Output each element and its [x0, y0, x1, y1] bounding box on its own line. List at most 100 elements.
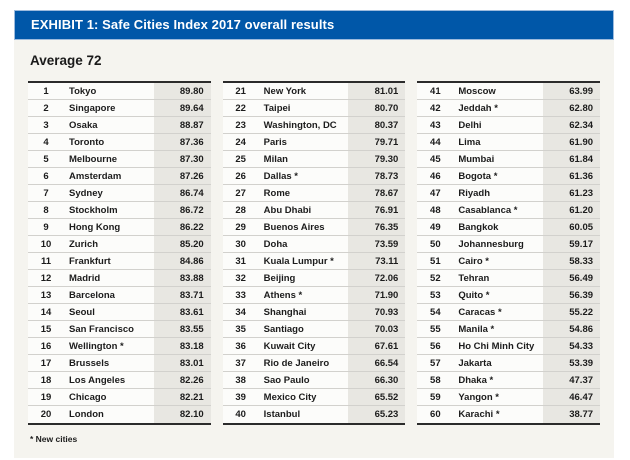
rank-cell: 17: [40, 357, 52, 369]
rank-cell: 51: [430, 255, 441, 267]
table-row: 45 Mumbai 61.84: [417, 151, 601, 168]
score-cell: 67.61: [348, 338, 406, 354]
score-cell: 66.30: [348, 372, 406, 388]
rank-cell: 60: [430, 409, 441, 420]
table-row: 34 Shanghai 70.93: [222, 304, 406, 321]
rank-cell: 27: [235, 187, 246, 199]
score-cell: 84.86: [153, 253, 211, 269]
table-row: 19 Chicago 82.21: [28, 389, 211, 406]
city-cell: Brussels: [69, 357, 110, 369]
city-cell: Mumbai: [458, 153, 495, 165]
rank-cell: 32: [235, 272, 246, 284]
city-cell: Los Angeles: [69, 374, 126, 386]
city-cell: Dallas *: [263, 170, 298, 182]
table-row: 7 Sydney 86.74: [28, 185, 211, 202]
score-cell: 62.34: [543, 117, 601, 133]
city-cell: Zurich: [69, 238, 99, 250]
rank-cell: 48: [430, 204, 441, 216]
score-cell: 65.23: [348, 406, 406, 423]
table-row: 1 Tokyo 89.80: [28, 83, 211, 100]
table-row: 33 Athens * 71.90: [222, 287, 406, 304]
rank-cell: 35: [235, 323, 246, 335]
score-cell: 61.23: [543, 185, 601, 201]
rank-cell: 49: [430, 221, 441, 233]
rank-cell: 43: [430, 119, 441, 131]
rank-cell: 14: [40, 306, 52, 318]
score-cell: 66.54: [348, 355, 406, 371]
score-cell: 61.36: [543, 168, 601, 184]
rank-cell: 30: [235, 238, 246, 250]
table-row: 49 Bangkok 60.05: [417, 219, 601, 236]
ranking-table-2: 21 New York 81.01 22 Taipei 80.70 23 Washington…: [222, 81, 406, 425]
score-cell: 62.80: [543, 100, 601, 116]
score-cell: 85.20: [153, 236, 211, 252]
city-cell: Istanbul: [263, 409, 301, 420]
city-cell: Bangkok: [458, 221, 499, 233]
score-cell: 87.30: [153, 151, 211, 167]
score-cell: 72.06: [348, 270, 406, 286]
city-cell: Wellington *: [69, 340, 124, 352]
city-cell: Casablanca *: [458, 204, 518, 216]
score-cell: 71.90: [348, 287, 406, 303]
city-cell: Johannesburg: [458, 238, 524, 250]
score-cell: 58.33: [543, 253, 601, 269]
score-cell: 46.47: [543, 389, 601, 405]
city-cell: Kuala Lumpur *: [263, 255, 334, 267]
table-row: 47 Riyadh 61.23: [417, 185, 601, 202]
rank-cell: 57: [430, 357, 441, 369]
table-row: 11 Frankfurt 84.86: [28, 253, 211, 270]
score-cell: 55.22: [543, 304, 601, 320]
table-row: 10 Zurich 85.20: [28, 236, 211, 253]
rank-cell: 42: [430, 102, 441, 114]
rank-cell: 54: [430, 306, 441, 318]
city-cell: London: [69, 409, 104, 420]
city-cell: Rio de Janeiro: [263, 357, 330, 369]
score-cell: 63.99: [543, 83, 601, 99]
score-cell: 78.73: [348, 168, 406, 184]
table-row: 15 San Francisco 83.55: [28, 321, 211, 338]
city-cell: Madrid: [69, 272, 101, 284]
score-cell: 89.64: [153, 100, 211, 116]
city-cell: Beijing: [263, 272, 296, 284]
city-cell: Tehran: [458, 272, 490, 284]
city-cell: Paris: [263, 136, 287, 148]
table-row: 5 Melbourne 87.30: [28, 151, 211, 168]
rank-cell: 47: [430, 187, 441, 199]
city-cell: Washington, DC: [263, 119, 337, 131]
city-cell: Bogota *: [458, 170, 498, 182]
exhibit-title-bar: EXHIBIT 1: Safe Cities Index 2017 overal…: [14, 10, 614, 40]
score-cell: 73.11: [348, 253, 406, 269]
rank-cell: 20: [40, 409, 52, 420]
city-cell: Manila *: [458, 323, 495, 335]
rank-cell: 11: [40, 255, 52, 267]
score-cell: 82.21: [153, 389, 211, 405]
score-cell: 73.59: [348, 236, 406, 252]
table-row: 55 Manila * 54.86: [417, 321, 601, 338]
score-cell: 81.01: [348, 83, 406, 99]
city-cell: Taipei: [263, 102, 291, 114]
rank-cell: 23: [235, 119, 246, 131]
city-cell: Barcelona: [69, 289, 115, 301]
ranking-table-3: 41 Moscow 63.99 42 Jeddah * 62.80 43 Delhi 62.34…: [417, 81, 601, 425]
city-cell: Sao Paulo: [263, 374, 310, 386]
table-row: 50 Johannesburg 59.17: [417, 236, 601, 253]
rank-cell: 37: [235, 357, 246, 369]
table-row: 51 Cairo * 58.33: [417, 253, 601, 270]
rank-cell: 8: [43, 204, 49, 216]
rank-cell: 36: [235, 340, 246, 352]
table-row: 58 Dhaka * 47.37: [417, 372, 601, 389]
city-cell: Tokyo: [69, 85, 97, 97]
table-row: 24 Paris 79.71: [222, 134, 406, 151]
score-cell: 88.87: [153, 117, 211, 133]
city-cell: Rome: [263, 187, 291, 199]
city-cell: Sydney: [69, 187, 103, 199]
rank-cell: 26: [235, 170, 246, 182]
table-row: 29 Buenos Aires 76.35: [222, 219, 406, 236]
score-cell: 53.39: [543, 355, 601, 371]
rank-cell: 7: [43, 187, 49, 199]
rank-cell: 53: [430, 289, 441, 301]
score-cell: 70.93: [348, 304, 406, 320]
table-row: 36 Kuwait City 67.61: [222, 338, 406, 355]
city-cell: Cairo *: [458, 255, 489, 267]
score-cell: 78.67: [348, 185, 406, 201]
